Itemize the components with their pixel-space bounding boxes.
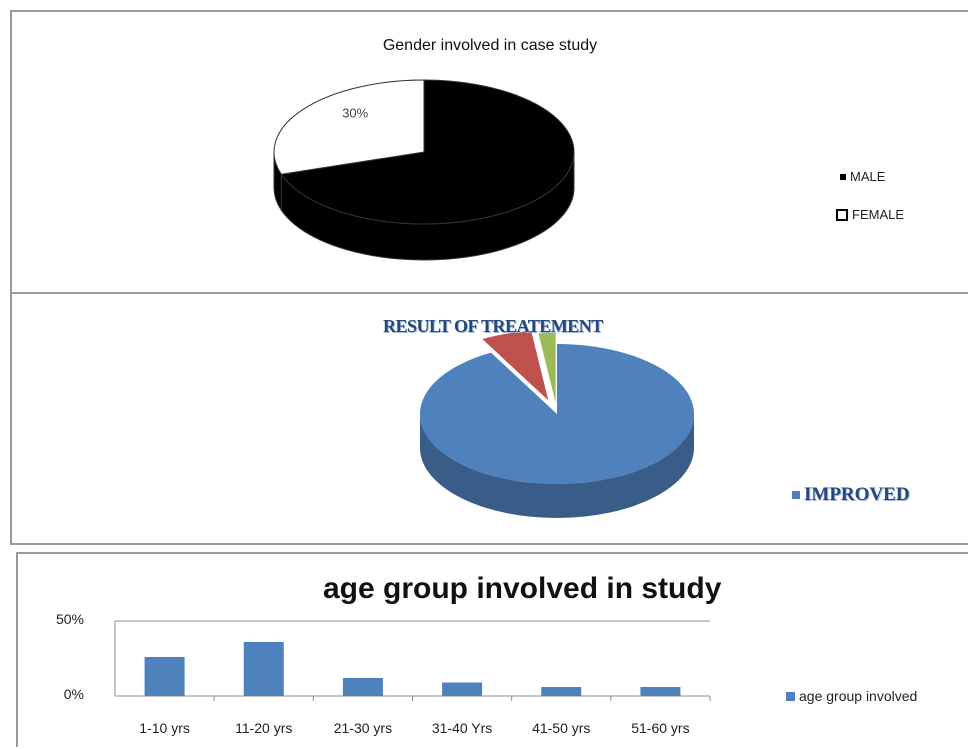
gender-chart-title: Gender involved in case study (382, 37, 598, 54)
legend-item-male: MALE (840, 169, 885, 184)
x-tick-label: 11-20 yrs (235, 720, 293, 736)
y-tick-label: 50% (55, 611, 84, 627)
pie-slice (482, 330, 549, 401)
age-chart-panel: age group involved in study 50% 0% 1-10 … (16, 552, 968, 747)
legend-label-female: FEMALE (852, 207, 905, 222)
bar (243, 642, 284, 696)
bar (640, 687, 681, 696)
pie-slice (420, 344, 694, 484)
bar (144, 657, 185, 696)
legend-swatch-improved (792, 491, 800, 499)
legend-item-improved: IMPROVED (792, 484, 910, 506)
treatment-chart-title: RESULT OF TREATEMENT (383, 316, 603, 336)
pie-slice (273, 79, 425, 175)
age-bar-svg (114, 620, 711, 701)
gender-pie-svg: 30% (273, 79, 575, 261)
legend-item-female: FEMALE (836, 207, 904, 222)
legend-label-male: MALE (850, 169, 886, 184)
x-tick-label: 1-10 yrs (139, 720, 190, 736)
x-tick-label: 41-50 yrs (532, 720, 591, 736)
legend-swatch-female (836, 208, 848, 221)
age-chart-title: age group involved in study (323, 572, 722, 605)
bar (442, 682, 483, 696)
treatment-pie-svg (420, 330, 694, 518)
pie-slice-side (420, 414, 694, 518)
data-label-female: 30% (342, 106, 368, 121)
treatment-chart-panel: RESULT OF TREATEMENT IMPROVED (10, 292, 968, 545)
x-tick-label: 21-30 yrs (333, 720, 393, 736)
x-tick-label: 51-60 yrs (631, 720, 690, 736)
pie-slice (280, 79, 575, 225)
legend-label-age: age group involved (799, 688, 918, 704)
legend-item-age: age group involved (786, 688, 917, 704)
x-tick-label: 31-40 Yrs (431, 720, 493, 736)
legend-swatch-age (786, 691, 795, 701)
pie-slice (538, 332, 556, 403)
y-tick-label: 0% (63, 686, 84, 702)
gender-chart-panel: Gender involved in case study 30% MALE F… (10, 10, 968, 293)
legend-swatch-male (840, 173, 846, 180)
legend-label-improved: IMPROVED (804, 484, 910, 505)
bar (342, 678, 383, 696)
bar (541, 687, 582, 696)
